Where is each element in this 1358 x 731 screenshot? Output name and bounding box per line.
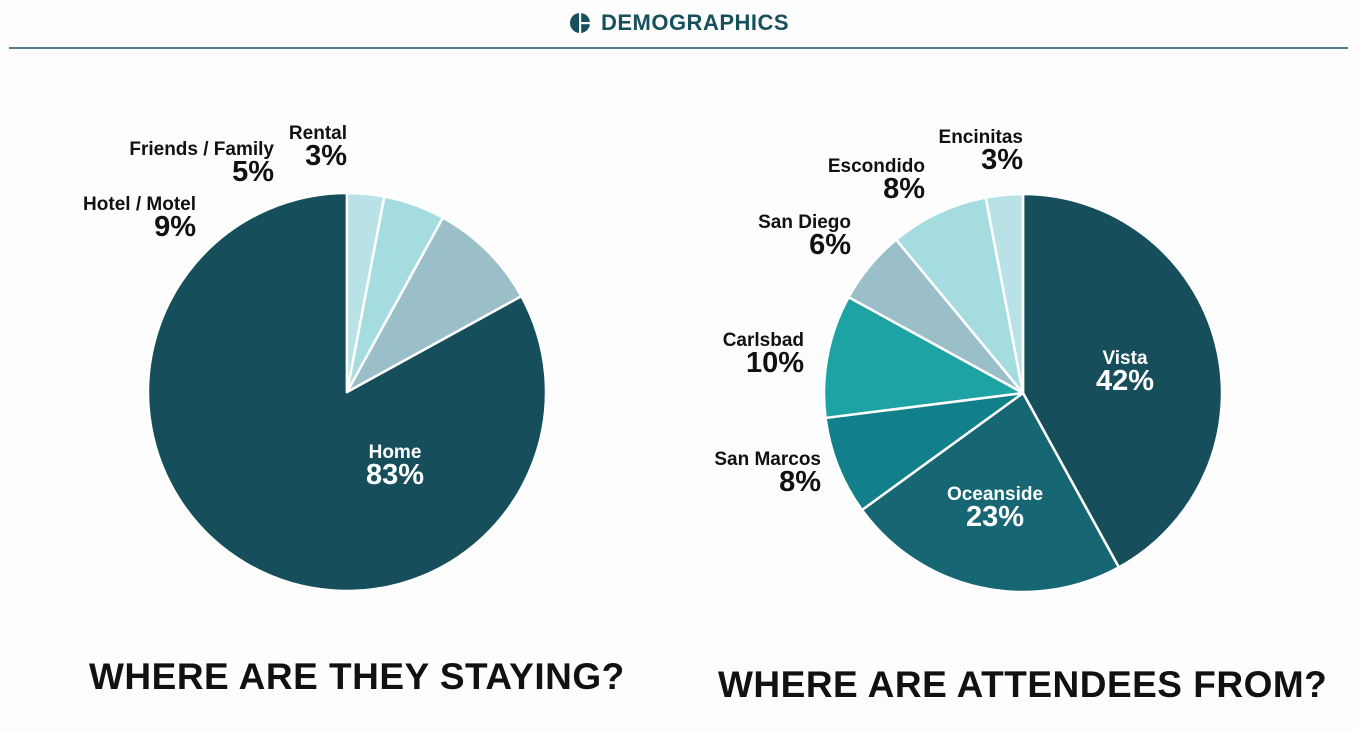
pie-slice-escondido — [894, 196, 1025, 395]
slice-vista-label: Vista — [1102, 348, 1148, 369]
pie-slice-hotel-motel — [345, 216, 523, 394]
slice-hotel-motel-label: Hotel / Motel — [83, 194, 196, 215]
slice-friends-family-value-label: 5% — [232, 156, 274, 188]
slice-carlsbad-label: Carlsbad — [723, 330, 804, 351]
pie-slice-carlsbad — [822, 295, 1025, 420]
slice-rental-value-label: 3% — [305, 140, 347, 172]
slice-encinitas-value-label: 3% — [981, 144, 1023, 176]
slice-carlsbad-value-label: 10% — [746, 347, 804, 379]
slice-home-label: Home — [369, 442, 422, 463]
slice-encinitas-label: Encinitas — [939, 127, 1023, 148]
slice-san-diego-label: San Diego — [758, 212, 851, 233]
slice-san-marcos-value-label: 8% — [779, 466, 821, 498]
slice-vista-value-label: 42% — [1096, 365, 1154, 397]
header-divider — [9, 47, 1348, 49]
chart-title-staying: WHERE ARE THEY STAYING? — [89, 656, 625, 697]
header-content: DEMOGRAPHICS — [569, 10, 789, 36]
slice-san-marcos-label: San Marcos — [714, 449, 821, 470]
chart-title-origin: WHERE ARE ATTENDEES FROM? — [718, 664, 1328, 705]
slice-home-value-label: 83% — [366, 459, 424, 491]
slice-escondido-label: Escondido — [828, 156, 925, 177]
pie-slice-encinitas — [984, 192, 1025, 395]
slice-oceanside-value-label: 23% — [966, 501, 1024, 533]
pie-slice-vista — [1021, 192, 1224, 569]
slice-friends-family-label: Friends / Family — [129, 139, 274, 160]
pie-slice-san-marcos — [824, 391, 1025, 512]
slice-rental-label: Rental — [289, 123, 347, 144]
page-title: DEMOGRAPHICS — [600, 10, 790, 35]
slice-oceanside-label: Oceanside — [947, 484, 1043, 505]
slice-san-diego-value-label: 6% — [809, 229, 851, 261]
slice-escondido-value-label: 8% — [883, 173, 925, 205]
header: DEMOGRAPHICS — [0, 0, 1358, 48]
pie-slice-oceanside — [860, 391, 1121, 594]
slice-hotel-motel-value-label: 9% — [154, 211, 196, 243]
pie-slice-rental — [345, 191, 386, 394]
pie-chart-icon — [569, 12, 591, 34]
